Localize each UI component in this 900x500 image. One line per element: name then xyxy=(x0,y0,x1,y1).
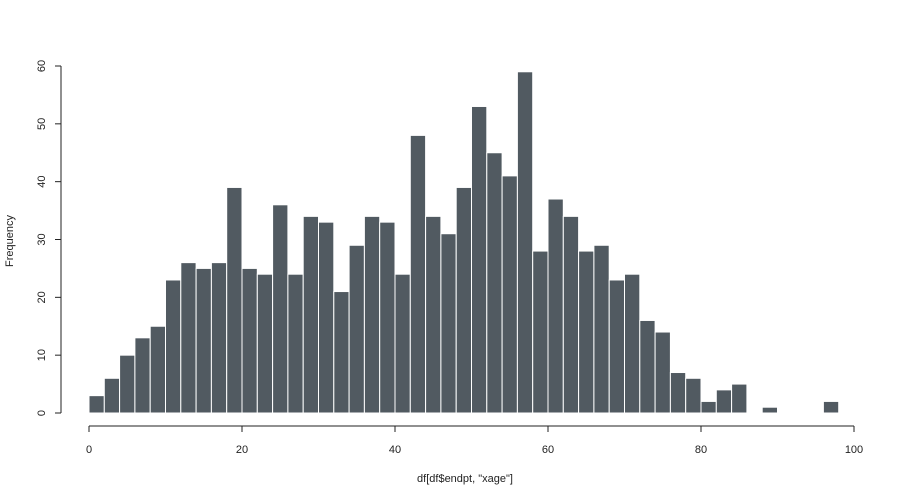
histogram-bar xyxy=(471,105,488,414)
histogram-bar xyxy=(425,215,442,414)
histogram-bar xyxy=(715,389,733,414)
y-tick-label: 30 xyxy=(36,233,48,245)
histogram-bar xyxy=(731,383,748,414)
y-tick-label: 0 xyxy=(36,410,48,416)
histogram-bar xyxy=(532,250,549,414)
histogram-bar xyxy=(440,233,457,414)
histogram-bar xyxy=(134,337,151,414)
histogram-bar xyxy=(241,267,258,414)
histogram-bar xyxy=(195,267,212,414)
histogram-bar xyxy=(700,400,717,414)
histogram-bar xyxy=(210,262,228,414)
histogram-bar xyxy=(226,186,243,414)
histogram-bar xyxy=(302,215,320,414)
histogram-bar xyxy=(363,215,381,414)
histogram-bar xyxy=(669,372,687,414)
y-axis: 0 10 20 30 40 50 60 xyxy=(36,60,62,416)
y-tick-label: 50 xyxy=(36,118,48,130)
histogram-bar xyxy=(165,279,182,414)
histogram-bar xyxy=(318,221,335,414)
histogram-bar xyxy=(547,198,564,414)
histogram-bar xyxy=(103,377,121,414)
histogram-bar xyxy=(501,175,518,414)
histogram-bar xyxy=(593,244,610,414)
histogram-bar xyxy=(562,215,580,414)
x-tick-label: 100 xyxy=(845,444,863,456)
histogram-bar xyxy=(455,186,473,414)
histogram-bar xyxy=(88,395,105,414)
histogram-bars xyxy=(88,71,840,414)
histogram-bar xyxy=(333,291,350,414)
histogram-bar xyxy=(180,262,197,414)
y-tick-label: 60 xyxy=(36,60,48,72)
histogram-bar xyxy=(119,354,136,414)
x-tick-label: 0 xyxy=(86,444,92,456)
x-ticks: 0 20 40 60 80 100 xyxy=(86,426,863,456)
x-axis-title: df[df$endpt, "xage"] xyxy=(417,473,513,485)
y-tick-label: 10 xyxy=(36,349,48,361)
histogram-bar xyxy=(394,273,411,414)
x-axis: 0 20 40 60 80 100 xyxy=(86,425,863,456)
histogram-bar xyxy=(761,406,779,414)
histogram-bar xyxy=(639,319,656,414)
histogram-bar xyxy=(287,273,304,414)
histogram-bar xyxy=(608,279,626,414)
x-tick-label: 60 xyxy=(542,444,554,456)
histogram-bar xyxy=(409,134,427,414)
x-tick-label: 80 xyxy=(695,444,707,456)
histogram-bar xyxy=(149,325,166,414)
histogram-bar xyxy=(379,221,396,414)
histogram-bar xyxy=(516,71,534,414)
y-tick-label: 40 xyxy=(36,176,48,188)
histogram-bar xyxy=(624,273,641,414)
y-ticks: 0 10 20 30 40 50 60 xyxy=(36,60,61,416)
histogram-bar xyxy=(486,152,503,414)
histogram-bar xyxy=(685,377,702,414)
histogram-bar xyxy=(256,273,274,414)
histogram-bar xyxy=(578,250,595,414)
x-tick-label: 20 xyxy=(236,444,248,456)
histogram-bar xyxy=(654,331,671,414)
histogram-bar xyxy=(272,204,289,414)
histogram-bar xyxy=(348,244,365,414)
x-tick-label: 40 xyxy=(389,444,401,456)
y-axis-title: Frequency xyxy=(4,215,16,267)
y-tick-label: 20 xyxy=(36,291,48,303)
histogram-bar xyxy=(822,400,840,414)
